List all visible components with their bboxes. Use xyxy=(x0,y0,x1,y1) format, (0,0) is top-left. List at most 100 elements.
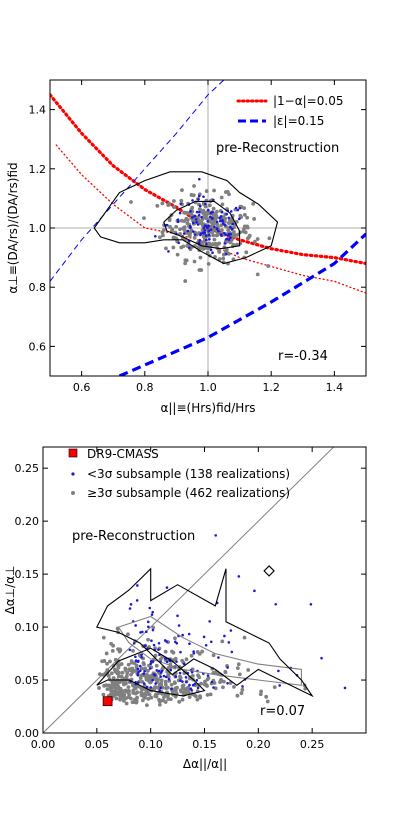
gray-point xyxy=(171,245,176,250)
gray-point xyxy=(200,649,205,654)
blue-point xyxy=(162,674,166,678)
blue-point xyxy=(136,584,139,587)
gray-point xyxy=(159,678,164,683)
top-x-tick-label: 1.0 xyxy=(199,381,217,394)
blue-point xyxy=(157,669,161,673)
blue-point xyxy=(197,194,201,198)
gray-point xyxy=(211,653,216,658)
gray-point xyxy=(105,687,110,692)
blue-point xyxy=(217,656,220,659)
bottom-x-tick-label: 0.05 xyxy=(85,738,110,751)
blue-point xyxy=(205,242,208,246)
blue-point xyxy=(152,643,156,647)
gray-point xyxy=(105,668,110,673)
gray-point xyxy=(251,201,256,206)
gray-point xyxy=(214,209,219,214)
gray-point xyxy=(163,682,168,687)
one-to-one-line xyxy=(43,447,335,733)
blue-point xyxy=(231,222,235,226)
gray-point xyxy=(192,259,197,264)
blue-point xyxy=(146,620,150,624)
gray-point xyxy=(205,693,210,697)
bottom-legend: DR9-CMASS <3σ subsample (138 realization… xyxy=(68,447,290,500)
blue-point xyxy=(204,224,208,228)
gray-point xyxy=(242,212,247,217)
blue-point xyxy=(193,214,197,218)
blue-point xyxy=(157,648,160,651)
blue-point xyxy=(226,681,229,685)
blue-point xyxy=(208,238,211,241)
gray-point xyxy=(133,686,138,691)
blue-point xyxy=(211,210,214,214)
blue-point xyxy=(191,230,195,233)
gray-point xyxy=(177,699,182,704)
blue-point xyxy=(223,223,227,227)
gray-point xyxy=(212,188,216,193)
gray-point xyxy=(131,683,135,688)
gray-point xyxy=(224,247,229,252)
blue-point xyxy=(159,675,162,679)
gray-point xyxy=(179,218,184,223)
gray-point xyxy=(205,677,210,682)
gray-point xyxy=(149,673,154,678)
gray-point xyxy=(119,662,124,666)
blue-point xyxy=(165,640,169,643)
blue-point xyxy=(229,225,232,229)
gray-point xyxy=(266,264,271,268)
gray-point xyxy=(226,221,231,226)
gray-point xyxy=(237,672,242,677)
gray-point xyxy=(101,635,106,640)
gray-point xyxy=(119,691,124,696)
blue-point xyxy=(198,204,202,208)
gray-point xyxy=(124,673,129,678)
blue-point xyxy=(220,210,224,214)
gray-point xyxy=(162,695,166,700)
blue-point xyxy=(179,650,182,654)
gray-point xyxy=(221,252,226,257)
blue-point xyxy=(138,669,142,673)
gray-point xyxy=(134,699,139,704)
bottom-y-tick-label: 0.05 xyxy=(15,674,40,687)
blue-point xyxy=(197,213,201,217)
gray-point xyxy=(203,679,207,684)
blue-point xyxy=(149,660,153,663)
gray-point xyxy=(163,649,168,654)
legend-marker-sub3 xyxy=(71,472,75,476)
blue-point xyxy=(134,655,137,659)
blue-point xyxy=(238,206,242,210)
gray-point xyxy=(186,685,191,690)
blue-point xyxy=(186,229,190,233)
blue-point xyxy=(178,671,182,675)
gray-point xyxy=(181,244,186,249)
top-x-tick-label: 0.8 xyxy=(136,381,154,394)
gray-point xyxy=(120,670,125,675)
blue-point xyxy=(160,669,164,673)
blue-point xyxy=(207,229,211,233)
top-x-axis-label: α||≡(Hrs)fid/Hrs xyxy=(160,401,255,415)
legend-label-epsilon: |ε|=0.15 xyxy=(273,114,324,128)
blue-point xyxy=(196,686,200,690)
bottom-x-tick-label: 0.00 xyxy=(31,738,56,751)
epsilon-line-thin xyxy=(50,80,225,282)
blue-point xyxy=(195,678,199,682)
blue-point xyxy=(178,211,182,215)
gray-point xyxy=(238,213,243,218)
gray-point xyxy=(245,215,250,220)
gray-point xyxy=(242,635,247,640)
gray-point xyxy=(195,697,200,702)
gray-point xyxy=(146,637,150,642)
blue-point xyxy=(145,685,149,689)
blue-point xyxy=(151,628,155,632)
gray-point xyxy=(235,666,240,671)
gray-point xyxy=(157,682,162,687)
blue-point xyxy=(219,233,223,236)
gray-point xyxy=(100,659,105,664)
gray-point xyxy=(172,205,176,210)
top-y-tick-label: 1.0 xyxy=(29,222,47,235)
gray-point xyxy=(104,651,109,656)
blue-point xyxy=(218,217,222,220)
gray-point xyxy=(220,228,224,233)
blue-point xyxy=(142,672,145,675)
blue-point xyxy=(204,643,208,647)
gray-point xyxy=(117,670,121,675)
